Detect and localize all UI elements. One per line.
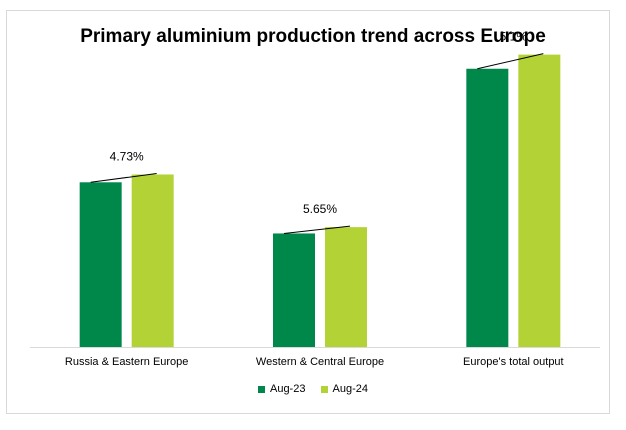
trend-line-2 bbox=[283, 225, 351, 234]
x-tick-label-1: Russia & Eastern Europe bbox=[65, 356, 189, 368]
legend-swatch-aug-24 bbox=[320, 385, 328, 393]
legend-item-aug-23: Aug-23 bbox=[257, 383, 306, 395]
bar-aug-24-3 bbox=[518, 54, 561, 347]
chart-legend: Aug-23 Aug-24 bbox=[0, 383, 626, 396]
legend-label-aug-23: Aug-23 bbox=[269, 383, 306, 395]
x-tick-label-3: Europe's total output bbox=[463, 356, 564, 368]
growth-label-1: 4.73% bbox=[110, 149, 144, 163]
growth-label-2: 5.65% bbox=[303, 202, 337, 216]
bar-aug-23-2 bbox=[273, 233, 315, 347]
growth-label-3: 5.1% bbox=[500, 30, 528, 44]
bar-aug-23-3 bbox=[466, 68, 509, 347]
legend-swatch-aug-23 bbox=[257, 385, 265, 393]
legend-label-aug-24: Aug-24 bbox=[332, 383, 369, 395]
bar-aug-24-2 bbox=[325, 227, 367, 347]
chart-title: Primary aluminium production trend acros… bbox=[80, 26, 546, 47]
x-tick-label-2: Western & Central Europe bbox=[256, 356, 384, 368]
trend-line-3 bbox=[477, 53, 544, 70]
legend-item-aug-24: Aug-24 bbox=[320, 383, 369, 395]
bar-aug-24-1 bbox=[131, 174, 174, 347]
bar-aug-23-1 bbox=[79, 182, 122, 347]
trend-line-1 bbox=[90, 172, 157, 183]
